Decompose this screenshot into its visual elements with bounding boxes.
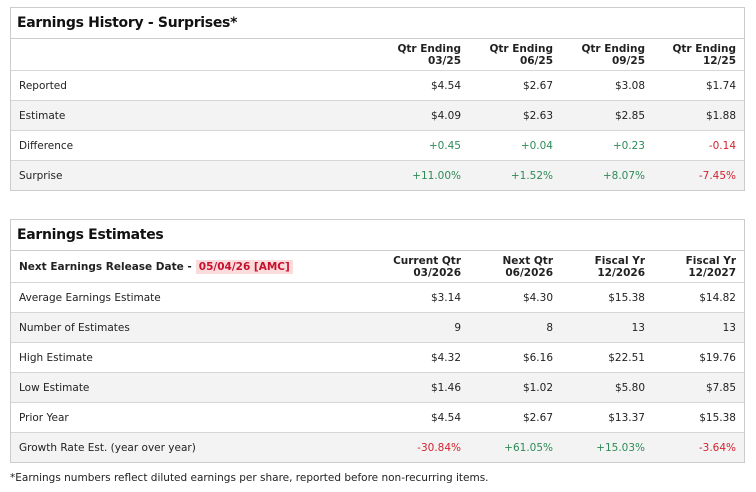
- cell-value: +1.52%: [510, 169, 553, 182]
- cell-value: $15.38: [699, 411, 736, 424]
- table-row: Estimate $4.09 $2.63 $2.85 $1.88: [11, 101, 744, 131]
- cell-value: $2.67: [522, 411, 553, 424]
- cell-value: $14.82: [699, 291, 736, 304]
- earnings-history-table: Earnings History - Surprises* Qtr Ending…: [10, 7, 745, 191]
- cell-value: +15.03%: [596, 441, 645, 454]
- cell-value: $7.85: [705, 381, 736, 394]
- release-date-label: Next Earnings Release Date -: [19, 260, 192, 273]
- column-header: Fiscal Yr 12/2026: [594, 254, 645, 279]
- table-row: Reported $4.54 $2.67 $3.08 $1.74: [11, 71, 744, 101]
- release-date-badge: 05/04/26 [AMC]: [195, 259, 293, 274]
- cell-value: $2.63: [522, 109, 553, 122]
- table-row: Low Estimate $1.46 $1.02 $5.80 $7.85: [11, 373, 744, 403]
- column-header: Current Qtr 03/2026: [393, 254, 461, 279]
- cell-value: $1.46: [430, 381, 461, 394]
- table-row: Number of Estimates 9 8 13 13: [11, 313, 744, 343]
- cell-value: $15.38: [608, 291, 645, 304]
- header-row: Next Earnings Release Date -05/04/26 [AM…: [11, 251, 744, 283]
- cell-value: $4.30: [522, 291, 553, 304]
- cell-value: $4.09: [430, 109, 461, 122]
- cell-value: +61.05%: [504, 441, 553, 454]
- cell-value: +11.00%: [412, 169, 461, 182]
- column-header: Qtr Ending 03/25: [397, 42, 461, 67]
- cell-value: $2.67: [522, 79, 553, 92]
- header-label: Next Earnings Release Date -05/04/26 [AM…: [11, 259, 369, 274]
- cell-value: -7.45%: [698, 169, 736, 182]
- header-row: Qtr Ending 03/25 Qtr Ending 06/25 Qtr Ending…: [11, 39, 744, 71]
- column-header: Fiscal Yr 12/2027: [685, 254, 736, 279]
- cell-value: +0.45: [428, 139, 461, 152]
- footnote: *Earnings numbers reflect diluted earnin…: [10, 472, 489, 484]
- cell-value: $4.54: [430, 79, 461, 92]
- earnings-estimates-table: Earnings Estimates Next Earnings Release…: [10, 219, 745, 463]
- cell-value: -0.14: [708, 139, 736, 152]
- column-header: Qtr Ending 12/25: [672, 42, 736, 67]
- cell-value: $1.02: [522, 381, 553, 394]
- row-label: Low Estimate: [19, 381, 90, 394]
- cell-value: $6.16: [522, 351, 553, 364]
- cell-value: $13.37: [608, 411, 645, 424]
- cell-value: $4.54: [430, 411, 461, 424]
- column-header: Next Qtr 06/2026: [502, 254, 553, 279]
- row-label: Prior Year: [19, 411, 69, 424]
- cell-value: $22.51: [608, 351, 645, 364]
- cell-value: $19.76: [699, 351, 736, 364]
- cell-value: $2.85: [614, 109, 645, 122]
- cell-value: 9: [454, 321, 461, 334]
- row-label: Surprise: [19, 169, 63, 182]
- earnings-estimates-title: Earnings Estimates: [11, 220, 744, 251]
- cell-value: $1.88: [705, 109, 736, 122]
- column-header: Qtr Ending 09/25: [581, 42, 645, 67]
- table-row: Growth Rate Est. (year over year) -30.84%…: [11, 433, 744, 462]
- cell-value: -30.84%: [417, 441, 461, 454]
- column-header: Qtr Ending 06/25: [489, 42, 553, 67]
- row-label: Difference: [19, 139, 74, 152]
- cell-value: 8: [546, 321, 553, 334]
- row-label: Average Earnings Estimate: [19, 291, 161, 304]
- cell-value: +0.04: [520, 139, 553, 152]
- cell-value: $4.32: [430, 351, 461, 364]
- row-label: Number of Estimates: [19, 321, 130, 334]
- cell-value: $1.74: [705, 79, 736, 92]
- cell-value: $3.14: [430, 291, 461, 304]
- cell-value: $3.08: [614, 79, 645, 92]
- row-label: Growth Rate Est. (year over year): [19, 441, 196, 454]
- row-label: Reported: [19, 79, 67, 92]
- table-row: Prior Year $4.54 $2.67 $13.37 $15.38: [11, 403, 744, 433]
- table-row: Average Earnings Estimate $3.14 $4.30 $15.3…: [11, 283, 744, 313]
- table-row: High Estimate $4.32 $6.16 $22.51 $19.76: [11, 343, 744, 373]
- cell-value: $5.80: [614, 381, 645, 394]
- row-label: Estimate: [19, 109, 66, 122]
- cell-value: 13: [722, 321, 736, 334]
- cell-value: 13: [631, 321, 645, 334]
- cell-value: -3.64%: [698, 441, 736, 454]
- earnings-history-title: Earnings History - Surprises*: [11, 8, 744, 39]
- cell-value: +8.07%: [602, 169, 645, 182]
- table-row: Surprise +11.00% +1.52% +8.07% -7.45%: [11, 161, 744, 190]
- row-label: High Estimate: [19, 351, 93, 364]
- table-row: Difference +0.45 +0.04 +0.23 -0.14: [11, 131, 744, 161]
- cell-value: +0.23: [612, 139, 645, 152]
